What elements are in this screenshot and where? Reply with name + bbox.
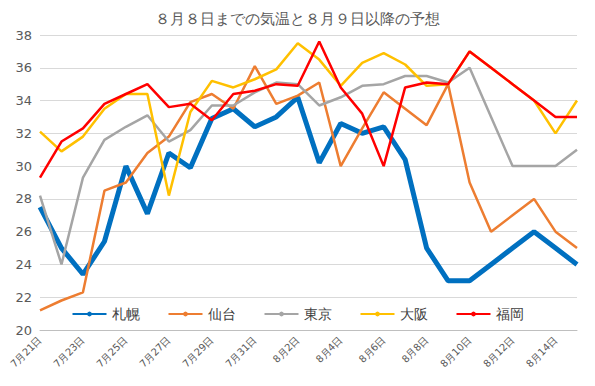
svg-text:32: 32 <box>15 126 32 141</box>
svg-text:札幌: 札幌 <box>112 306 140 322</box>
svg-text:28: 28 <box>15 191 32 206</box>
svg-text:7月29日: 7月29日 <box>180 334 215 369</box>
svg-text:仙台: 仙台 <box>208 306 236 322</box>
svg-text:８月８日までの気温と８月９日以降の予想: ８月８日までの気温と８月９日以降の予想 <box>155 10 440 28</box>
svg-text:22: 22 <box>15 290 32 305</box>
svg-text:36: 36 <box>15 60 32 75</box>
svg-text:8月4日: 8月4日 <box>314 334 345 365</box>
svg-text:7月27日: 7月27日 <box>137 334 172 369</box>
svg-text:30: 30 <box>15 159 32 174</box>
svg-text:8月10日: 8月10日 <box>438 334 473 369</box>
svg-text:7月31日: 7月31日 <box>223 334 258 369</box>
svg-text:8月8日: 8月8日 <box>400 334 431 365</box>
svg-text:34: 34 <box>15 93 32 108</box>
svg-text:東京: 東京 <box>304 306 332 322</box>
svg-text:7月21日: 7月21日 <box>8 334 43 369</box>
svg-text:7月23日: 7月23日 <box>51 334 86 369</box>
svg-text:8月14日: 8月14日 <box>524 334 559 369</box>
svg-text:8月2日: 8月2日 <box>271 334 302 365</box>
svg-text:福岡: 福岡 <box>496 306 524 322</box>
svg-text:8月12日: 8月12日 <box>481 334 516 369</box>
svg-text:7月25日: 7月25日 <box>94 334 129 369</box>
svg-text:8月6日: 8月6日 <box>357 334 388 365</box>
svg-text:20: 20 <box>15 323 32 338</box>
svg-text:24: 24 <box>15 257 32 272</box>
svg-text:26: 26 <box>15 224 32 239</box>
svg-text:38: 38 <box>15 28 32 43</box>
svg-text:大阪: 大阪 <box>400 306 428 322</box>
